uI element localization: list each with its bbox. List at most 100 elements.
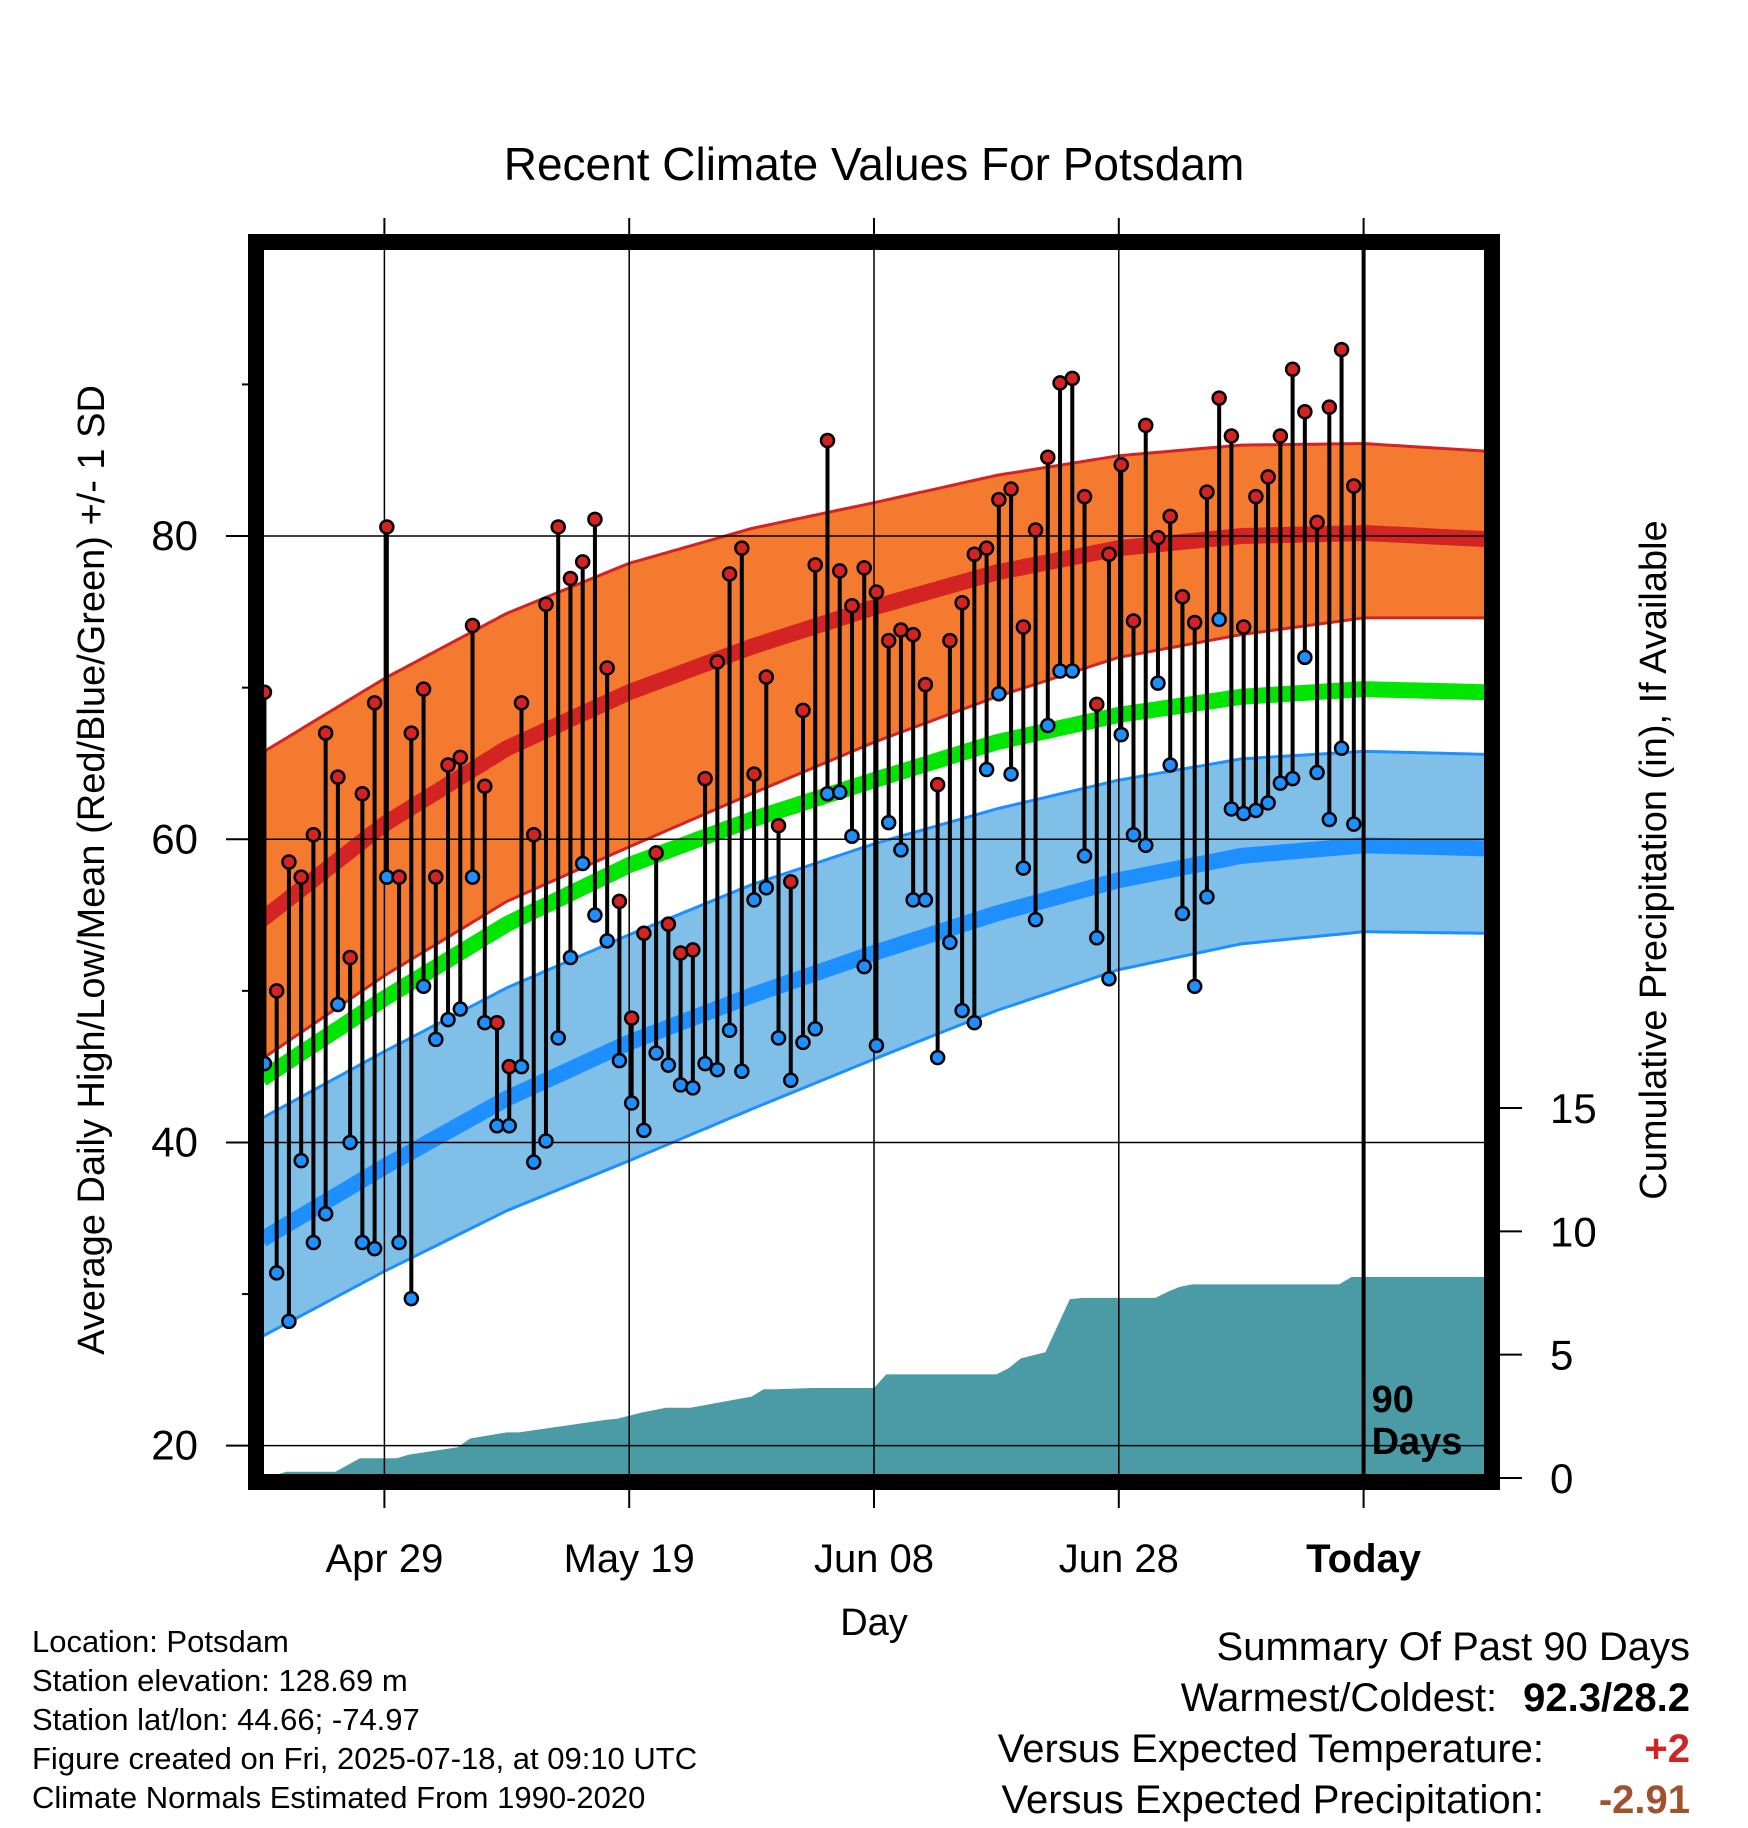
observed-high-point [403,725,420,741]
observed-low-point [746,892,762,908]
observed-low-point [1211,611,1227,628]
observed-high-point [844,598,860,614]
observed-low-point [1297,649,1313,666]
observed-high-point [525,826,542,843]
observed-low-point [525,1154,542,1170]
observed-low-point [354,1234,371,1251]
observed-high-point [354,786,371,802]
observed-high-point [721,566,738,582]
observed-low-point [819,786,836,802]
observed-high-point [795,702,811,719]
observed-high-point [1015,619,1032,635]
observed-low-point [831,784,848,801]
observed-low-point [1089,930,1105,946]
observed-low-point [721,1022,738,1039]
elevation-text: Station elevation: 128.69 m [32,1663,408,1698]
observed-low-point [734,1063,750,1079]
observed-low-point [415,978,432,995]
observed-low-point [978,761,995,778]
observed-high-point [991,491,1007,508]
observed-high-point [734,540,750,556]
y-tick-label: 40 [151,1118,198,1165]
observed-high-point [1137,417,1154,434]
observed-low-point [783,1072,799,1089]
observed-high-point [1260,469,1276,485]
y2-axis-label: Cumulative Precipitation (in), If Availa… [1633,520,1675,1199]
observed-high-point [599,660,615,676]
observed-high-point [342,949,358,966]
observed-low-point [281,1313,297,1330]
observed-low-point [330,996,346,1013]
summary-panel: Summary Of Past 90 Days Warmest/Coldest:… [790,1622,1690,1826]
observed-low-point [1113,726,1129,743]
observed-low-point [1076,848,1093,864]
observed-high-point [868,584,885,600]
observed-high-point [636,925,652,942]
observed-low-point [1346,816,1362,832]
observed-low-point [1027,911,1044,928]
observed-low-point [1003,766,1019,782]
observed-high-point [587,511,603,528]
today-marker-label: Days [1372,1421,1463,1463]
observed-high-point [611,893,628,910]
observed-high-point [281,854,297,870]
observed-low-point [574,855,591,872]
observed-high-point [954,595,970,611]
observed-low-point [929,1049,946,1066]
observed-low-point [954,1002,970,1019]
y-tick-label: 20 [151,1422,198,1469]
observed-high-point [819,432,836,449]
temperature-departure-value: +2 [1644,1727,1690,1771]
observed-low-point [262,1055,273,1072]
observed-low-point [1150,675,1166,691]
observed-low-point [623,1095,640,1111]
observed-low-point [1309,764,1325,781]
y2-tick-label: 5 [1550,1332,1573,1379]
observed-low-point [611,1052,628,1069]
x-tick-label: Jun 28 [1059,1537,1179,1581]
observed-high-point [905,626,921,643]
observed-high-point [562,570,579,587]
location-text: Location: Potsdam [32,1624,289,1659]
observed-high-point [1235,619,1252,635]
observed-low-point [697,1055,713,1072]
observed-low-point [758,880,775,896]
observed-high-point [623,1010,640,1026]
observed-high-point [1174,588,1191,605]
observed-high-point [1040,449,1056,465]
observed-high-point [685,942,701,958]
observed-low-point [1040,717,1056,734]
observed-low-point [1333,740,1350,757]
observed-high-point [379,519,395,535]
observed-low-point [599,933,615,949]
observed-low-point [562,949,579,966]
observed-high-point [1346,478,1362,494]
observed-high-point [1003,481,1019,497]
observed-low-point [1174,905,1191,922]
observed-high-point [1027,522,1044,538]
temperature-departure-row: Versus Expected Temperature: +2 [790,1724,1690,1775]
observed-low-point [550,1030,566,1046]
observed-low-point [709,1061,726,1078]
observed-high-point [917,676,934,693]
observed-low-point [1186,978,1203,995]
temperature-departure-label: Versus Expected Temperature: [997,1727,1544,1771]
observed-high-point [513,695,530,711]
normals-text: Climate Normals Estimated From 1990-2020 [32,1780,646,1815]
x-axis-label: Day [840,1602,908,1644]
observed-high-point [366,695,383,711]
observed-high-point [1125,613,1142,629]
observed-high-point [648,845,664,861]
precipitation-area [271,1277,1486,1476]
observed-high-point [1162,508,1178,525]
observed-high-point [1211,390,1227,406]
observed-low-point [366,1240,383,1257]
observed-low-point [1235,805,1252,822]
observed-low-point [844,828,860,844]
precipitation-departure-label: Versus Expected Precipitation: [1001,1778,1544,1822]
observed-low-point [391,1234,407,1251]
y-tick-label: 60 [151,815,198,862]
y-axis-label: Average Daily High/Low/Mean (Red/Blue/Gr… [71,385,113,1355]
observed-low-point [1260,795,1276,811]
observed-low-point [1199,889,1215,905]
